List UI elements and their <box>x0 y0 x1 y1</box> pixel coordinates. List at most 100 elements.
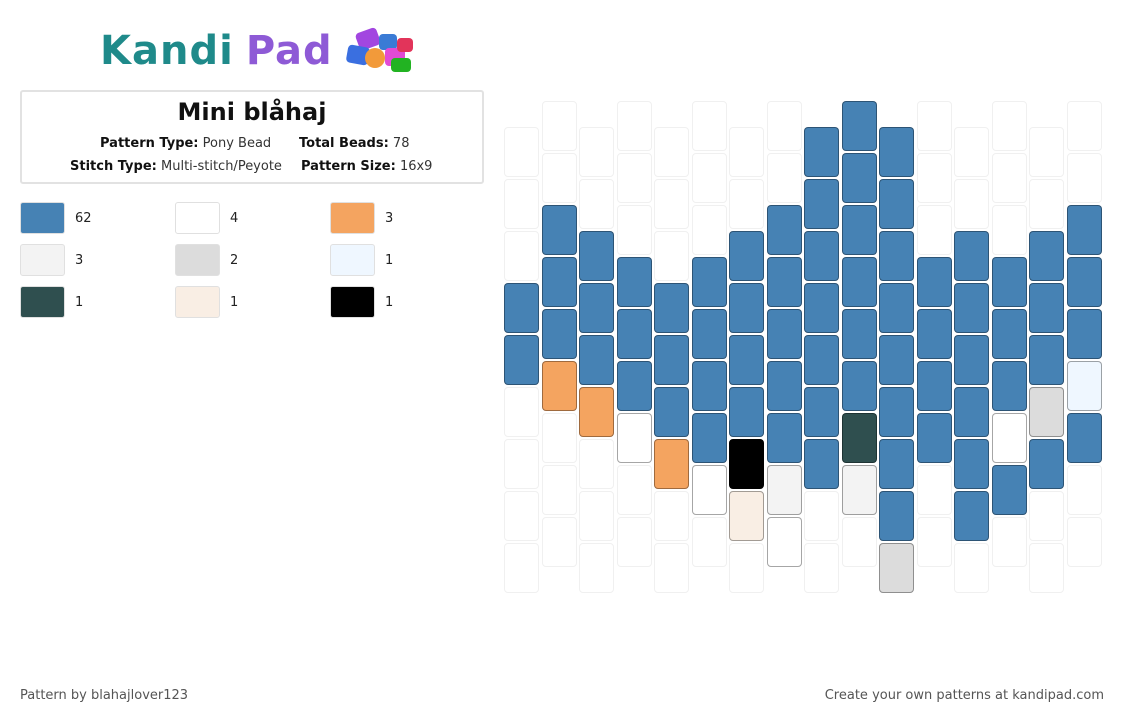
bead <box>579 283 614 333</box>
empty-bead <box>504 387 539 437</box>
bead <box>804 179 839 229</box>
bead <box>804 335 839 385</box>
bead <box>654 335 689 385</box>
bead <box>766 413 802 463</box>
bead <box>841 361 877 411</box>
bead <box>579 387 614 437</box>
empty-bead <box>504 231 539 281</box>
empty-bead <box>916 517 952 567</box>
bead-count: 1 <box>230 294 239 310</box>
bead-count: 1 <box>75 294 84 310</box>
logo-pad-text: Pad <box>245 28 333 74</box>
empty-bead <box>766 153 802 203</box>
pattern-author[interactable]: Pattern by blahajlover123 <box>20 688 189 703</box>
pattern-size-value: 16x9 <box>399 159 433 174</box>
empty-bead <box>1066 465 1102 515</box>
empty-bead <box>541 413 577 463</box>
empty-bead <box>616 517 652 567</box>
bead <box>879 179 914 229</box>
bead <box>729 335 764 385</box>
pattern-type-value: Pony Bead <box>202 136 272 151</box>
bead <box>766 309 802 359</box>
legend-item: 1 <box>175 286 238 318</box>
empty-bead <box>616 205 652 255</box>
bead <box>841 413 877 463</box>
legend-item: 62 <box>20 202 92 234</box>
bead <box>879 127 914 177</box>
bead-count: 2 <box>230 252 239 268</box>
total-beads-row: Total Beads: 78 <box>299 136 409 151</box>
empty-bead <box>579 179 614 229</box>
kandipad-credit-link[interactable]: Create your own patterns at kandipad.com <box>824 688 1104 703</box>
empty-bead <box>616 101 652 151</box>
empty-bead <box>504 491 539 541</box>
bead <box>729 439 764 489</box>
bead <box>691 309 727 359</box>
bead <box>504 335 539 385</box>
bead <box>691 257 727 307</box>
empty-bead <box>504 439 539 489</box>
bead <box>991 465 1027 515</box>
color-swatch <box>20 244 65 276</box>
bead <box>991 361 1027 411</box>
bead <box>879 491 914 541</box>
empty-bead <box>954 127 989 177</box>
bead <box>1029 231 1064 281</box>
total-beads-label: Total Beads: <box>299 136 389 151</box>
bead <box>916 309 952 359</box>
bead <box>804 231 839 281</box>
stitch-type-label: Stitch Type: <box>70 159 157 174</box>
beads-pile-icon <box>343 26 423 76</box>
pattern-info-box: Mini blåhaj Pattern Type: Pony Bead Tota… <box>20 90 484 184</box>
pattern-type-row: Pattern Type: Pony Bead <box>100 136 271 151</box>
empty-bead <box>804 491 839 541</box>
bead <box>654 439 689 489</box>
color-swatch <box>20 202 65 234</box>
color-swatch <box>175 202 220 234</box>
bead <box>841 205 877 255</box>
bead <box>841 257 877 307</box>
bead <box>804 439 839 489</box>
empty-bead <box>954 543 989 593</box>
empty-bead <box>579 491 614 541</box>
bead <box>991 309 1027 359</box>
bead <box>766 361 802 411</box>
empty-bead <box>541 101 577 151</box>
bead-count: 1 <box>385 294 394 310</box>
kandipad-logo[interactable]: Kandi Pad <box>100 26 423 76</box>
bead <box>879 387 914 437</box>
bead <box>804 387 839 437</box>
bead <box>1029 439 1064 489</box>
bead <box>1029 283 1064 333</box>
empty-bead <box>504 543 539 593</box>
empty-bead <box>616 153 652 203</box>
bead <box>691 413 727 463</box>
empty-bead <box>654 543 689 593</box>
empty-bead <box>579 439 614 489</box>
empty-bead <box>504 127 539 177</box>
bead <box>654 283 689 333</box>
bead <box>729 387 764 437</box>
empty-bead <box>579 127 614 177</box>
bead <box>1066 309 1102 359</box>
legend-item: 1 <box>20 286 83 318</box>
color-swatch <box>330 286 375 318</box>
bead <box>804 127 839 177</box>
bead <box>954 439 989 489</box>
legend-item: 4 <box>175 202 238 234</box>
empty-bead <box>1066 153 1102 203</box>
empty-bead <box>654 491 689 541</box>
bead <box>841 465 877 515</box>
pattern-type-label: Pattern Type: <box>100 136 199 151</box>
bead <box>991 257 1027 307</box>
bead <box>954 335 989 385</box>
empty-bead <box>991 101 1027 151</box>
bead-count: 1 <box>385 252 394 268</box>
color-swatch <box>330 244 375 276</box>
pattern-size-label: Pattern Size: <box>301 159 396 174</box>
bead <box>616 413 652 463</box>
total-beads-value: 78 <box>392 136 410 151</box>
bead <box>879 335 914 385</box>
empty-bead <box>691 101 727 151</box>
bead <box>841 101 877 151</box>
